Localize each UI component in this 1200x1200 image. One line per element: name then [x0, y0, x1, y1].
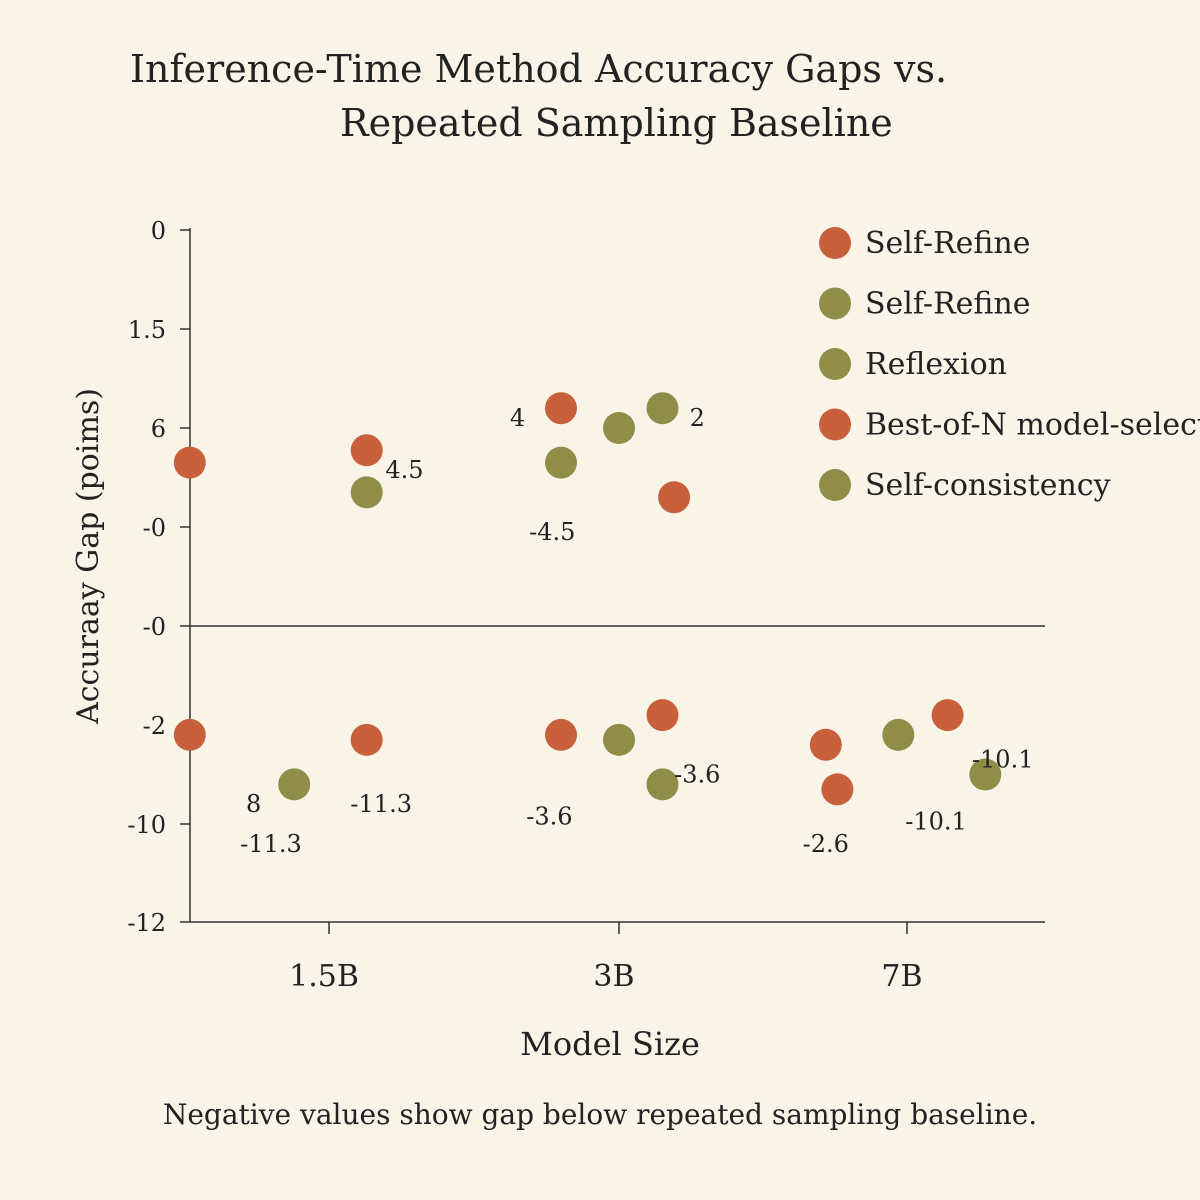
data-point [173, 446, 206, 479]
chart-title-line-1: Inference-Time Method Accuracy Gaps vs. [130, 47, 947, 91]
data-point [603, 412, 635, 444]
footnote: Negative values show gap below repeated … [163, 1098, 1037, 1131]
x-tick-label: 1.5B [289, 959, 359, 994]
y-tick-label: -12 [127, 909, 166, 937]
data-label: 4 [510, 404, 525, 432]
data-label: -11.3 [350, 790, 412, 818]
legend-label: Best-of-N model-selected [865, 408, 1200, 443]
data-point [821, 773, 854, 806]
y-tick-label: -2 [143, 712, 166, 740]
data-point [545, 718, 577, 751]
y-tick-label: 1.5 [128, 316, 166, 344]
y-axis-title: Accuraay Gap (poims) [71, 388, 106, 725]
legend-label: Self-Refine [865, 226, 1031, 261]
legend-marker [819, 227, 851, 259]
data-point [931, 699, 964, 732]
legend-label: Self-Refine [865, 287, 1031, 322]
data-point [545, 446, 577, 479]
data-point [545, 392, 577, 425]
data-point [646, 768, 679, 801]
y-tick-label: -0 [143, 613, 166, 641]
y-tick-label: 0 [151, 217, 166, 245]
x-tick-label: 7B [881, 959, 922, 994]
data-label: 2 [690, 404, 705, 432]
legend-marker [819, 287, 851, 320]
data-point [350, 476, 383, 509]
data-point [603, 723, 635, 756]
data-label: -11.3 [240, 830, 302, 858]
legend-marker [819, 408, 851, 441]
data-point [969, 758, 1002, 791]
y-tick-label: -10 [127, 811, 166, 839]
y-tick-label: 6 [151, 415, 166, 443]
data-point [809, 728, 842, 761]
data-label: -3.6 [526, 803, 572, 831]
data-point [882, 718, 915, 751]
data-label: -3.6 [674, 761, 720, 789]
data-label: -4.5 [529, 518, 575, 546]
data-point [646, 699, 679, 732]
data-point [350, 434, 383, 467]
data-points [173, 392, 1002, 806]
data-labels: 4.5 4 2 -4.5 8 -11.3 -11.3 -3.6 -3.6 -10.1 -10.1 -2… [240, 404, 1033, 858]
legend-marker [819, 469, 851, 501]
data-point [173, 718, 206, 751]
data-point [278, 768, 311, 801]
x-axis-title: Model Size [520, 1025, 700, 1063]
y-axis-ticks: 0 1.5 6 -0 -0 -2 -10 -12 [127, 217, 190, 937]
legend-label: Self-consistency [865, 468, 1111, 503]
chart-title-line-2: Repeated Sampling Baseline [340, 101, 893, 145]
legend-label: Reflexion [865, 347, 1007, 382]
data-point [350, 723, 383, 756]
x-tick-label: 3B [593, 959, 634, 994]
data-label: -10.1 [972, 746, 1034, 774]
data-label: 8 [246, 790, 261, 818]
data-point [646, 392, 679, 425]
y-tick-label: -0 [143, 514, 166, 542]
data-label: -2.6 [803, 830, 849, 858]
x-axis-ticks: 1.5B 3B 7B [289, 922, 923, 994]
data-point [658, 481, 691, 514]
legend: Self-Refine Self-Refine Reflexion Best-of-N… [819, 226, 1200, 503]
legend-marker [819, 348, 851, 380]
data-label: -10.1 [905, 808, 967, 836]
data-label: 4.5 [385, 456, 423, 484]
